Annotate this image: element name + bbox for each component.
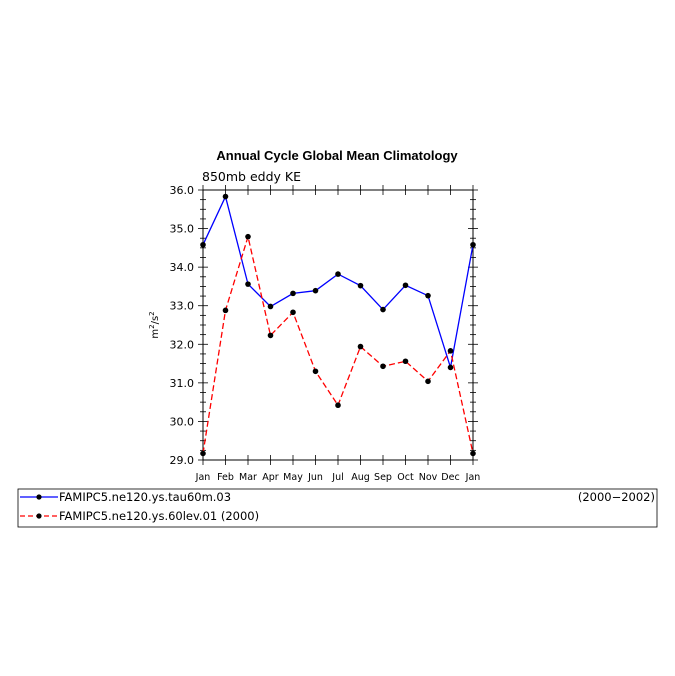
series-2-point (245, 233, 251, 240)
series-1-point (380, 306, 386, 313)
series-1-point (425, 292, 431, 299)
series-2-point (312, 368, 319, 375)
series-layer (200, 193, 476, 457)
x-tick-label: Aug (351, 472, 370, 483)
y-tick-label: 36.0 (170, 184, 195, 197)
y-tick-label: 33.0 (170, 300, 195, 313)
series-1-point (447, 364, 454, 371)
legend-box (17, 488, 658, 528)
x-tick-label: Oct (397, 472, 414, 483)
series-1-point (245, 281, 251, 287)
x-tick-label: Jan (465, 472, 481, 483)
x-tick-label: Jun (307, 472, 323, 483)
series-2-point (402, 358, 409, 365)
x-tick-label: Jan (195, 472, 211, 483)
y-tick-label: 30.0 (170, 415, 195, 428)
x-axis: Jan Feb Mar Apr May Jun Jul Aug Sep Oct Nov Dec Jan (195, 185, 481, 483)
series-2-point (290, 309, 296, 316)
x-tick-label: Sep (374, 472, 392, 483)
series-1-line (202, 194, 474, 368)
series-1-point (290, 290, 296, 297)
series-1-point (357, 282, 364, 289)
x-tick-label: Dec (441, 472, 459, 483)
chart-subtitle: 850mb eddy KE (202, 169, 301, 184)
chart-title: Annual Cycle Global Mean Climatology (216, 148, 458, 163)
y-tick-label: 35.0 (170, 223, 195, 236)
series-2-point (335, 402, 341, 409)
y-tick-label: 32.0 (170, 338, 195, 351)
series-2-point (447, 348, 454, 354)
series-1-point (222, 193, 229, 200)
x-tick-label: Nov (419, 472, 438, 483)
y-axis-label: m2/s2 (148, 311, 161, 338)
legend-marker-series-1 (36, 494, 42, 500)
series-2-point (200, 450, 206, 457)
series-1-point (402, 282, 409, 289)
plot-frame (202, 189, 474, 461)
y-tick-label: 34.0 (170, 261, 195, 274)
x-tick-label: Feb (217, 472, 234, 483)
series-2-point (222, 307, 229, 314)
x-tick-label: May (283, 472, 303, 483)
y-tick-label: 29.0 (170, 454, 195, 467)
y-axis: 29.0 30.0 31.0 32.0 33.0 34.0 35.0 36.0 (170, 184, 478, 467)
legend-label-series-1: FAMIPC5.ne120.ys.tau60m.03 (59, 490, 231, 504)
series-1-point (470, 241, 476, 248)
series-2-point (267, 332, 274, 339)
x-tick-label: Jul (331, 472, 343, 483)
series-1-point (200, 241, 206, 248)
series-1-point (267, 303, 274, 310)
series-1-point (312, 287, 319, 294)
series-2-point (380, 363, 386, 370)
legend-marker-series-2 (36, 513, 42, 519)
series-2-point (357, 343, 364, 350)
legend-period-series-1: (2000−2002) (578, 490, 655, 504)
x-tick-label: Apr (262, 472, 279, 483)
legend: FAMIPC5.ne120.ys.tau60m.03 (2000−2002) F… (17, 488, 658, 528)
series-2-point (470, 450, 476, 457)
series-2-point (425, 378, 431, 385)
legend-label-series-2: FAMIPC5.ne120.ys.60lev.01 (2000) (59, 509, 259, 523)
x-tick-label: Mar (239, 472, 257, 483)
series-1-point (335, 271, 341, 277)
y-tick-label: 31.0 (170, 377, 195, 390)
